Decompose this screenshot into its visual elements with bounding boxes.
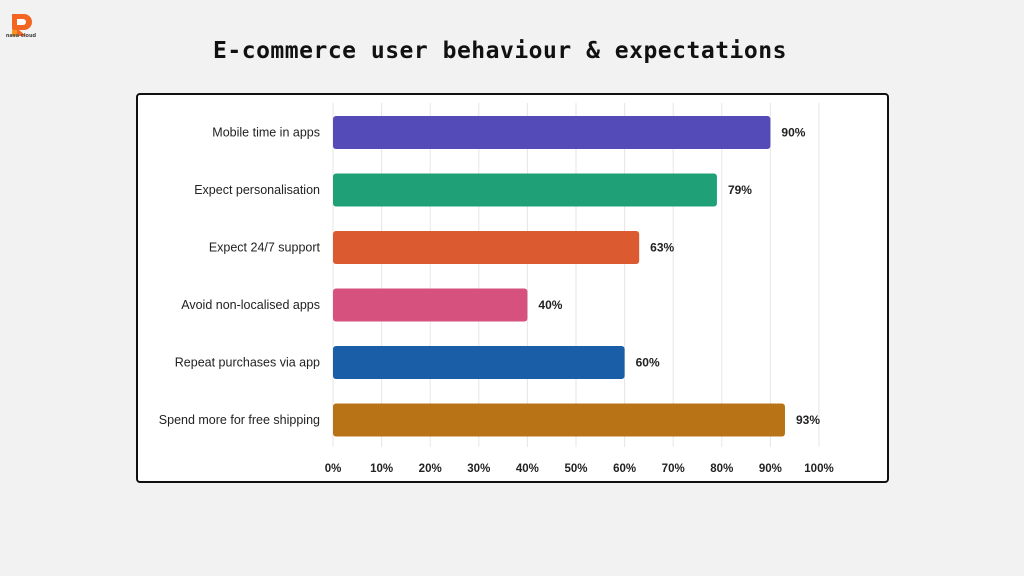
bar [333, 288, 528, 322]
category-label: Expect 24/7 support [209, 241, 321, 255]
value-label: 93% [796, 413, 820, 427]
bar-chart: Mobile time in apps 90% Expect personalisa… [159, 103, 834, 475]
x-tick-label: 60% [613, 463, 636, 475]
category-label: Spend more for free shipping [159, 413, 320, 427]
category-label: Expect personalisation [194, 183, 320, 197]
category-label: Avoid non-localised apps [181, 298, 320, 312]
x-tick-label: 70% [662, 463, 685, 475]
chart-frame: Mobile time in apps 90% Expect personalisa… [136, 93, 889, 483]
category-label: Mobile time in apps [212, 126, 320, 140]
bar [333, 231, 640, 264]
value-label: 40% [538, 298, 562, 312]
value-label: 90% [781, 126, 805, 140]
bar [333, 403, 785, 437]
x-tick-label: 40% [516, 463, 539, 475]
bar [333, 346, 625, 379]
x-tick-label: 30% [467, 463, 490, 475]
x-tick-label: 50% [564, 463, 587, 475]
x-tick-label: 0% [325, 463, 342, 475]
value-label: 63% [650, 241, 674, 255]
x-tick-label: 80% [710, 463, 733, 475]
x-tick-label: 20% [419, 463, 442, 475]
page-title: E-commerce user behaviour & expectations [213, 38, 787, 64]
category-label: Repeat purchases via app [175, 356, 320, 370]
x-tick-label: 100% [804, 463, 833, 475]
value-label: 60% [636, 356, 660, 370]
logo-text: nasa cloud [5, 33, 37, 39]
x-tick-label: 90% [759, 463, 782, 475]
bar [333, 173, 717, 207]
value-label: 79% [728, 183, 752, 197]
x-tick-label: 10% [370, 463, 393, 475]
bar [333, 116, 771, 149]
logo-icon [12, 14, 32, 36]
